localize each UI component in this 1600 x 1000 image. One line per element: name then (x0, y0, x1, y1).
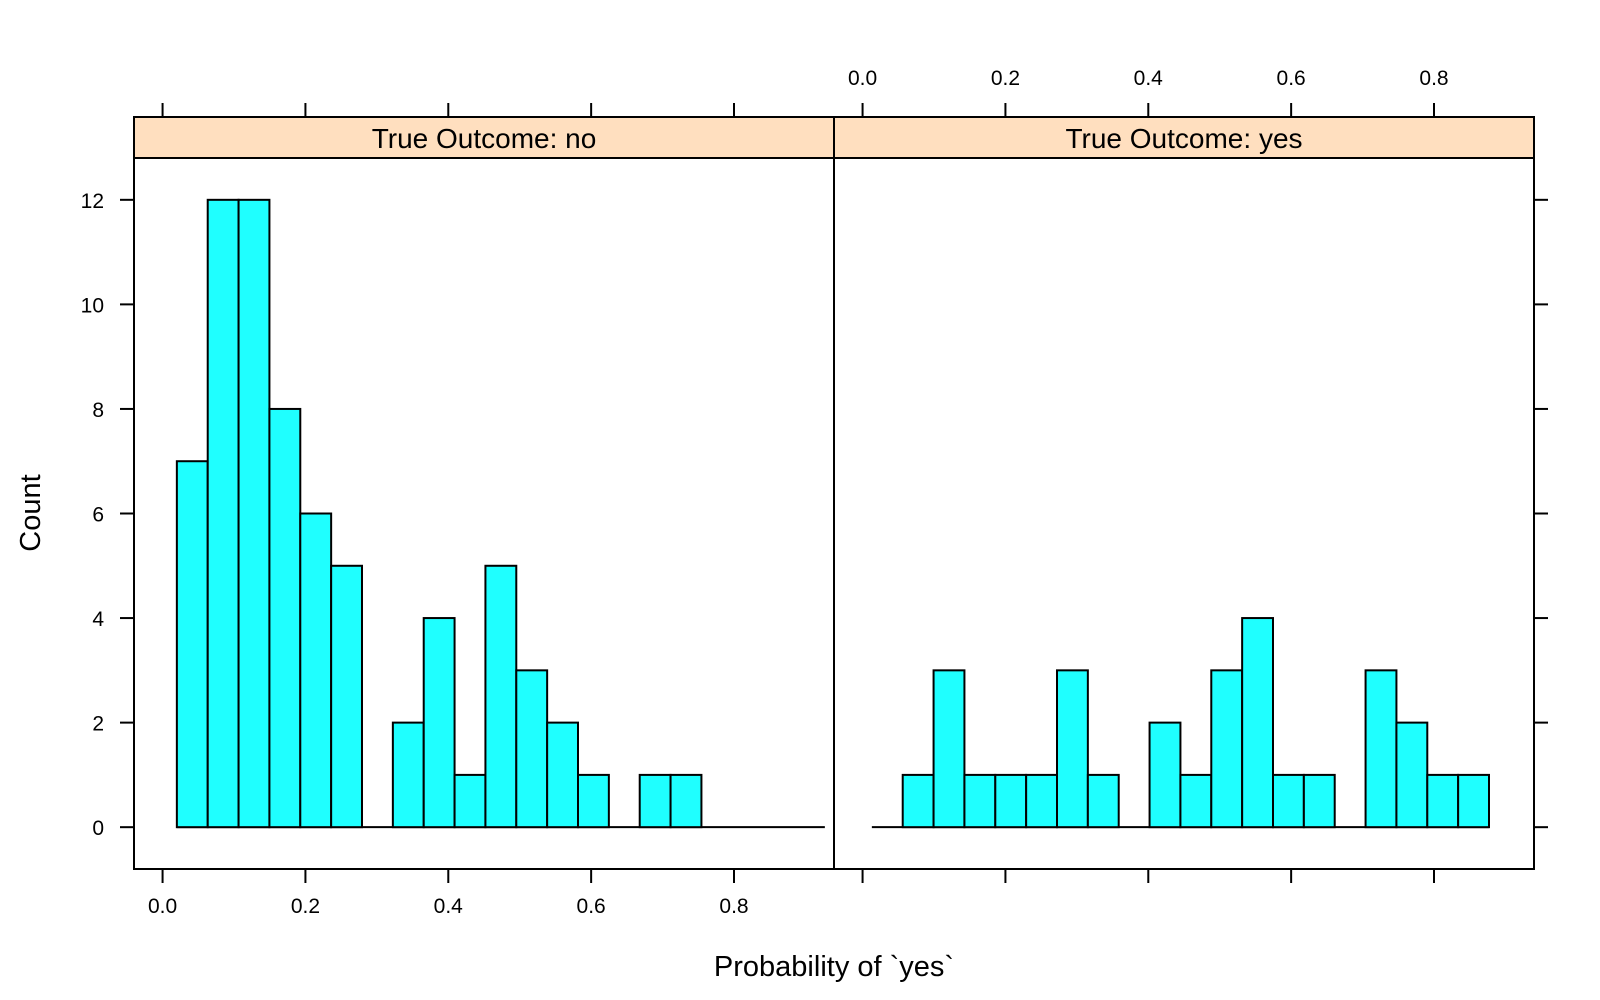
bar (1364, 669, 1398, 829)
bar (1179, 773, 1213, 829)
bar (422, 617, 456, 829)
bar (994, 773, 1028, 829)
axes: 0.0 0.0 0.2 0.2 0.4 0.4 0.6 0.6 0.8 0.8 0 2 4 6 8 10 12 (81, 67, 1548, 918)
bar (1210, 669, 1244, 829)
x-tick-label-bottom: 0.0 (148, 895, 177, 918)
bar (1241, 617, 1274, 829)
bar (484, 564, 518, 829)
panel-no-bars (175, 198, 825, 829)
panel-yes-bars (871, 617, 1490, 829)
bar (237, 198, 271, 829)
x-tick-label-bottom: 0.4 (434, 895, 464, 918)
bar (963, 773, 997, 829)
bar (577, 773, 610, 829)
bar (1086, 773, 1120, 829)
panel-yes: True Outcome: yes (833, 116, 1535, 829)
bar (1457, 773, 1490, 829)
bar (1272, 773, 1305, 829)
bar (1025, 773, 1058, 829)
bar (669, 773, 703, 829)
y-tick-label: 2 (92, 713, 104, 736)
x-tick-label-top: 0.0 (848, 67, 877, 90)
bar (391, 721, 425, 829)
y-axis-title: Count (15, 474, 47, 551)
bar (330, 564, 363, 829)
bar (638, 773, 672, 829)
x-tick-label-top: 0.6 (1277, 67, 1306, 90)
bar (1302, 773, 1336, 829)
panel-yes-strip (833, 116, 1535, 159)
bar (515, 669, 549, 829)
bar (1056, 669, 1089, 829)
bar (1148, 721, 1182, 829)
y-tick-label: 12 (81, 190, 104, 213)
bar (1426, 773, 1460, 829)
bar (546, 721, 580, 829)
bar (299, 512, 333, 829)
bar (1395, 721, 1429, 829)
y-tick-label: 10 (81, 294, 104, 317)
bar (206, 198, 240, 829)
x-tick-label-top: 0.8 (1419, 67, 1448, 90)
y-tick-label: 0 (92, 817, 104, 840)
x-tick-label-top: 0.2 (991, 67, 1020, 90)
y-tick-label: 8 (92, 399, 104, 422)
panel-no: True Outcome: no (133, 116, 835, 829)
x-tick-label-bottom: 0.8 (719, 895, 748, 918)
x-axis-title: Probability of `yes` (714, 951, 954, 983)
y-tick-label: 6 (92, 504, 104, 527)
bar (901, 773, 935, 829)
bar (932, 669, 966, 829)
y-tick-label: 4 (92, 608, 104, 631)
bar (175, 460, 209, 829)
panel-no-strip-label: True Outcome: no (372, 123, 597, 154)
x-tick-label-bottom: 0.2 (291, 895, 320, 918)
bar (268, 407, 302, 829)
x-tick-label-top: 0.4 (1134, 67, 1164, 90)
panel-yes-strip-label: True Outcome: yes (1065, 123, 1302, 154)
bar (453, 773, 487, 829)
x-tick-label-bottom: 0.6 (577, 895, 606, 918)
